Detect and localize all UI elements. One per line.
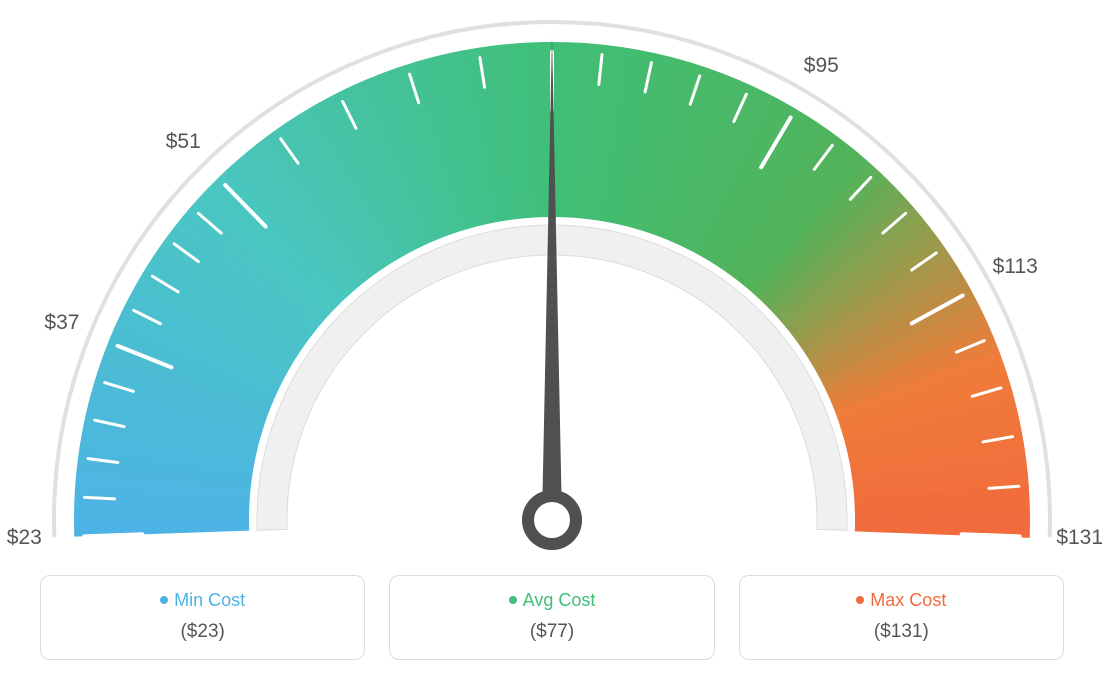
gauge-tick-label: $37 xyxy=(44,311,79,335)
max-label: Max Cost xyxy=(870,590,946,610)
gauge-tick-label: $113 xyxy=(993,255,1038,279)
gauge-tick-label: $23 xyxy=(7,526,42,550)
gauge-tick-label: $77 xyxy=(534,0,569,4)
min-dot-icon xyxy=(160,596,168,604)
avg-dot-icon xyxy=(509,596,517,604)
gauge-tick-label: $131 xyxy=(1056,526,1103,550)
avg-cost-title: Avg Cost xyxy=(390,590,713,611)
max-cost-value: ($131) xyxy=(740,621,1063,643)
max-dot-icon xyxy=(856,596,864,604)
min-cost-value: ($23) xyxy=(41,621,364,643)
avg-cost-card: Avg Cost ($77) xyxy=(389,575,714,660)
gauge-tick-label: $95 xyxy=(804,54,839,78)
cost-gauge-wrap: $23 $37 $51 $77 $95 $113 $131 Min Cost ($23) A… xyxy=(0,0,1104,690)
legend-cards: Min Cost ($23) Avg Cost ($77) Max Cost (… xyxy=(40,575,1064,660)
gauge-svg xyxy=(0,0,1104,560)
min-cost-title: Min Cost xyxy=(41,590,364,611)
min-label: Min Cost xyxy=(174,590,245,610)
max-cost-title: Max Cost xyxy=(740,590,1063,611)
min-cost-card: Min Cost ($23) xyxy=(40,575,365,660)
gauge-area: $23 $37 $51 $77 $95 $113 $131 xyxy=(0,0,1104,560)
max-cost-card: Max Cost ($131) xyxy=(739,575,1064,660)
avg-cost-value: ($77) xyxy=(390,621,713,643)
gauge-tick-label: $51 xyxy=(166,130,201,154)
avg-label: Avg Cost xyxy=(523,590,596,610)
